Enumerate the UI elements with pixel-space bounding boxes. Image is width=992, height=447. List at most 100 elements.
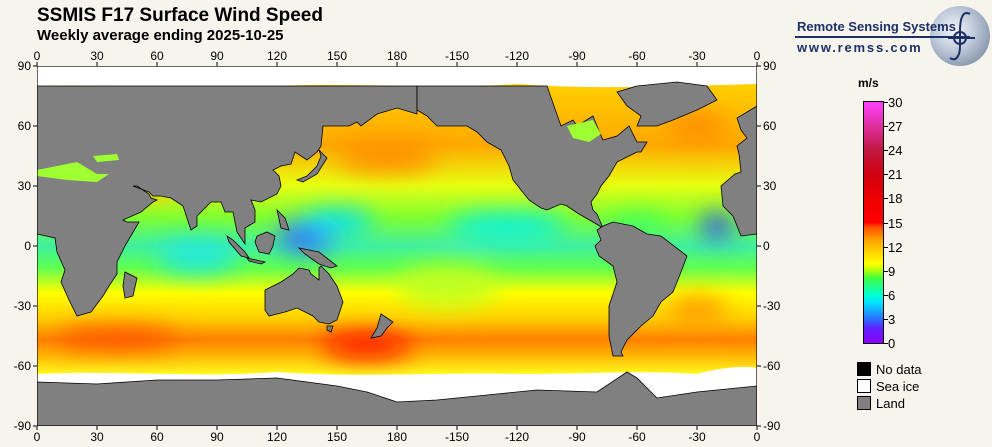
lon-label-top: 0 [33,49,41,63]
legend-label: Land [876,396,905,411]
lon-label-top: -30 [688,49,706,63]
philippines [276,208,290,231]
map-title: SSMIS F17 Surface Wind Speed [37,5,323,26]
java [246,257,267,265]
legend-item: Land [857,396,905,411]
colorbar [863,101,884,344]
legend-item: Sea ice [857,379,919,394]
africa-eurasia [37,85,418,317]
lat-label-right: -60 [763,359,781,373]
map-frame [37,66,757,426]
colorbar-tick [884,343,888,344]
legend-swatch [857,379,871,393]
lon-label-bottom: 180 [386,430,408,444]
legend-swatch [857,396,871,410]
lon-label-top: 150 [326,49,348,63]
lat-label-left: -60 [13,359,31,373]
greenland [616,81,718,127]
colorbar-tick-label: 18 [888,191,903,207]
colorbar-tick [884,222,888,224]
lat-label-left: 0 [24,239,31,253]
lon-label-top: 90 [210,49,224,63]
lat-label-right: 30 [763,179,777,193]
lon-label-top: 0 [753,49,761,63]
lon-label-bottom: 60 [150,430,164,444]
lon-label-top: -60 [628,49,646,63]
logo-divider [795,36,970,38]
new-guinea [297,247,338,269]
colorbar-tick [884,270,888,272]
lat-label-right: -90 [763,419,781,433]
colorbar-tick-label: 30 [888,95,903,110]
colorbar-tick-label: 6 [888,287,896,303]
arctic-sea-ice [37,66,757,88]
black-sea [93,154,119,162]
colorbar-tick [884,126,888,128]
lon-label-top: -90 [568,49,586,63]
lon-label-bottom: -120 [504,430,530,444]
japan [295,149,328,183]
lon-label-bottom: -150 [444,430,470,444]
colorbar-tick-label: 27 [888,119,903,135]
wind-anomalies [57,110,733,358]
map-subtitle: Weekly average ending 2025-10-25 [37,27,284,44]
lon-label-bottom: -90 [568,430,586,444]
colorbar-tick [884,318,888,320]
lat-label-left: 90 [17,59,31,73]
legend-item: No data [857,362,922,377]
lon-label-bottom: -30 [688,430,706,444]
sumatra [226,235,250,259]
colorbar-tick [884,294,888,296]
lon-label-top: -120 [504,49,530,63]
land-masses [37,81,757,426]
inland-seas [37,120,601,182]
borneo [254,231,276,255]
legend-label: Sea ice [876,379,920,394]
lat-label-right: -30 [763,299,781,313]
colorbar-unit: m/s [858,76,879,90]
rss-logo[interactable]: Remote Sensing Systems www.remss.com [795,6,990,66]
colorbar-tick-label: 9 [888,263,896,279]
lat-label-left: 30 [17,179,31,193]
madagascar [122,271,138,299]
australia [264,265,344,325]
lon-label-bottom: 0 [33,430,41,444]
lon-label-bottom: 120 [266,430,288,444]
lon-label-bottom: 0 [753,430,761,444]
mediterranean-sea [37,162,109,182]
hudson-bay [567,120,601,142]
axis-ticks [33,62,761,430]
colorbar-tick [884,150,888,152]
integral-symbol-icon [948,12,975,61]
lon-label-top: 120 [266,49,288,63]
colorbar-tick-label: 15 [888,215,903,231]
lon-label-top: 180 [386,49,408,63]
legend-label: No data [876,362,922,377]
lat-label-left: 60 [17,119,31,133]
lat-label-left: -30 [13,299,31,313]
lat-label-right: 90 [763,59,777,73]
colorbar-tick-label: 24 [888,143,903,159]
colorbar-tick-label: 3 [888,311,896,327]
lat-label-right: 0 [763,239,770,253]
antarctica [37,371,757,426]
lon-label-bottom: -60 [628,430,646,444]
lon-label-bottom: 150 [326,430,348,444]
lon-label-top: -150 [444,49,470,63]
lon-label-bottom: 30 [90,430,104,444]
lon-label-bottom: 90 [210,430,224,444]
legend-swatch [857,362,871,376]
lon-label-top: 60 [150,49,164,63]
lon-label-top: 30 [90,49,104,63]
lat-label-right: 60 [763,119,777,133]
colorbar-tick [884,246,888,248]
south-america [594,221,688,357]
new-zealand [370,313,394,339]
colorbar-tick-label: 21 [888,167,903,183]
colorbar-tick-label: 12 [888,239,903,255]
colorbar-tick [884,174,888,176]
colorbar-tick [884,198,888,200]
lat-label-left: -90 [13,419,31,433]
colorbar-tick-label: 0 [888,336,896,351]
